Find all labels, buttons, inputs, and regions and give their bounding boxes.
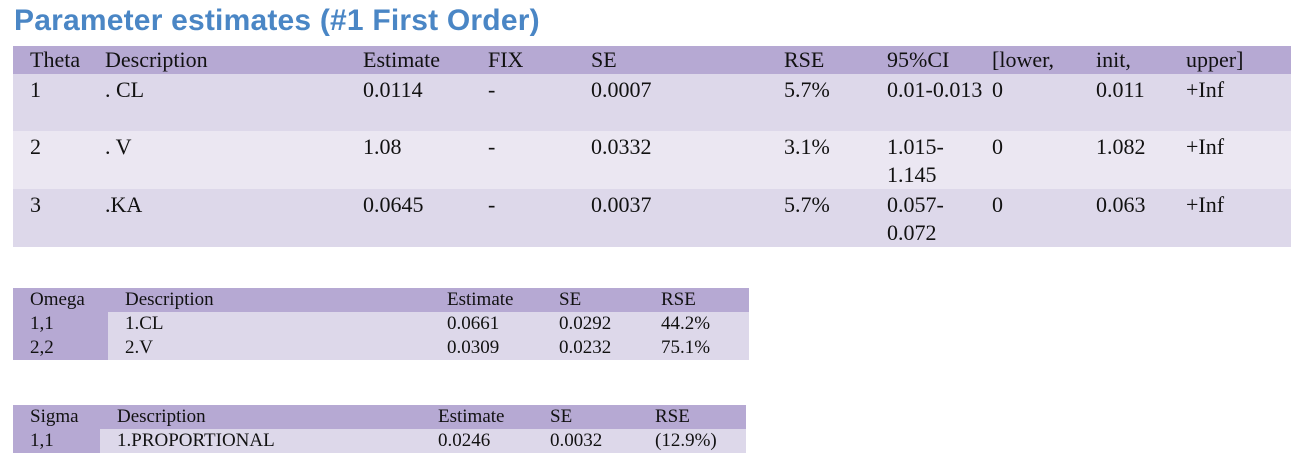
page-title: Parameter estimates (#1 First Order): [14, 4, 540, 37]
omega-rse: 44.2%: [661, 313, 711, 334]
theta-header-row: Theta Description Estimate FIX SE RSE 95…: [13, 46, 1291, 74]
theta-lower: 0: [992, 192, 1003, 217]
se-col-header: SE: [591, 47, 617, 72]
sigma-rse: (12.9%): [655, 430, 717, 451]
theta-init: 0.063: [1096, 192, 1146, 217]
theta-se: 0.0007: [591, 77, 652, 102]
omega-description: 2.V: [125, 337, 153, 358]
omega-rse: 75.1%: [661, 337, 711, 358]
upper-col-header: upper]: [1186, 47, 1244, 72]
se-col-header: SE: [550, 406, 573, 427]
sigma-table: Sigma Description Estimate SE RSE 1,1 1.…: [13, 405, 746, 453]
omega-estimate: 0.0309: [447, 337, 500, 358]
omega-table: Omega Description Estimate SE RSE 1,1 1.…: [13, 288, 749, 360]
omega-description: 1.CL: [125, 313, 164, 334]
theta-lower: 0: [992, 134, 1003, 159]
theta-description: .KA: [105, 192, 143, 217]
theta-init: 0.011: [1096, 77, 1145, 102]
description-col-header: Description: [117, 406, 206, 427]
theta-se: 0.0332: [591, 134, 652, 159]
table-row: 1 . CL 0.0114 - 0.0007 5.7% 0.01-0.013 0…: [13, 74, 1291, 131]
theta-ci: 0.01-0.013: [887, 77, 983, 102]
theta-upper: +Inf: [1186, 134, 1225, 159]
theta-description: . V: [105, 134, 132, 159]
rse-col-header: RSE: [784, 47, 825, 72]
sigma-se: 0.0032: [550, 430, 603, 451]
estimate-col-header: Estimate: [447, 289, 514, 310]
theta-col-header: Theta: [30, 47, 81, 72]
table-row: 1,1 1.CL 0.0661 0.0292 44.2%: [13, 312, 749, 336]
omega-se: 0.0292: [559, 313, 612, 334]
rse-col-header: RSE: [655, 406, 690, 427]
theta-description: . CL: [105, 77, 145, 102]
sigma-col-header: Sigma: [30, 406, 79, 427]
theta-lower: 0: [992, 77, 1003, 102]
theta-fix: -: [488, 192, 496, 217]
sigma-description: 1.PROPORTIONAL: [117, 430, 275, 451]
theta-fix: -: [488, 77, 496, 102]
theta-estimate: 0.0645: [363, 192, 424, 217]
table-row: 2,2 2.V 0.0309 0.0232 75.1%: [13, 336, 749, 360]
description-col-header: Description: [125, 289, 214, 310]
omega-key: 2,2: [13, 336, 108, 360]
sigma-key: 1,1: [13, 429, 100, 453]
theta-upper: +Inf: [1186, 77, 1225, 102]
theta-fix: -: [488, 134, 496, 159]
theta-upper: +Inf: [1186, 192, 1225, 217]
theta-table: Theta Description Estimate FIX SE RSE 95…: [13, 46, 1291, 247]
sigma-header-row: Sigma Description Estimate SE RSE: [13, 405, 746, 429]
theta-rse: 5.7%: [784, 77, 830, 102]
theta-se: 0.0037: [591, 192, 652, 217]
omega-header-row: Omega Description Estimate SE RSE: [13, 288, 749, 312]
table-row: 3 .KA 0.0645 - 0.0037 5.7% 0.057-0.072 0…: [13, 189, 1291, 247]
se-col-header: SE: [559, 289, 582, 310]
omega-estimate: 0.0661: [447, 313, 500, 334]
theta-estimate: 1.08: [363, 134, 402, 159]
omega-se: 0.0232: [559, 337, 612, 358]
fix-col-header: FIX: [488, 47, 524, 72]
theta-number: 1: [30, 77, 41, 102]
theta-ci: 0.057-0.072: [887, 192, 944, 245]
lower-col-header: [lower,: [992, 47, 1055, 72]
table-row: 1,1 1.PROPORTIONAL 0.0246 0.0032 (12.9%): [13, 429, 746, 453]
table-row: 2 . V 1.08 - 0.0332 3.1% 1.015-1.145 0 1…: [13, 131, 1291, 189]
theta-number: 3: [30, 192, 41, 217]
theta-number: 2: [30, 134, 41, 159]
estimate-col-header: Estimate: [438, 406, 505, 427]
estimate-col-header: Estimate: [363, 47, 440, 72]
omega-key: 1,1: [13, 312, 108, 336]
sigma-estimate: 0.0246: [438, 430, 491, 451]
theta-rse: 5.7%: [784, 192, 830, 217]
rse-col-header: RSE: [661, 289, 696, 310]
description-col-header: Description: [105, 47, 208, 72]
ci-col-header: 95%CI: [887, 47, 950, 72]
init-col-header: init,: [1096, 47, 1131, 72]
omega-col-header: Omega: [30, 289, 85, 310]
theta-estimate: 0.0114: [363, 77, 423, 102]
theta-rse: 3.1%: [784, 134, 830, 159]
theta-ci: 1.015-1.145: [887, 134, 944, 187]
theta-init: 1.082: [1096, 134, 1146, 159]
